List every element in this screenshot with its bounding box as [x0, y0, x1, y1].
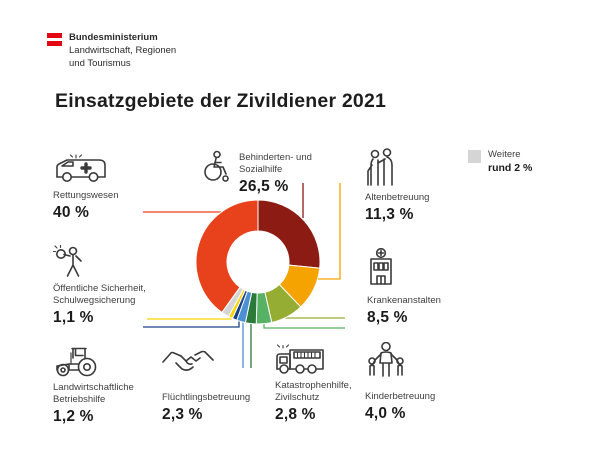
callout-kinderbetreuung: Kinderbetreuung 4,0 %	[365, 342, 435, 422]
callout-value: 1,2 %	[53, 408, 94, 425]
callout-label: Altenbetreuung	[365, 192, 430, 203]
callout-label-line2: Schulwegsicherung	[53, 295, 136, 306]
callout-value: 26,5 %	[239, 178, 289, 195]
callout-behindertenhilfe: Behinderten- und Sozialhilfe 26,5 %	[200, 150, 312, 195]
donut-slice-9	[195, 199, 259, 314]
callout-label: Kinderbetreuung	[365, 391, 436, 402]
department-line1: Landwirtschaft, Regionen	[69, 45, 177, 56]
connector-line-1	[318, 183, 341, 280]
callout-label-line2: Betriebshilfe	[53, 394, 106, 405]
callout-label-line2: Zivilschutz	[275, 392, 320, 403]
callout-oeffentliche-sicherheit: Öffentliche Sicherheit, Schulwegsicherun…	[53, 245, 146, 326]
callout-label: Rettungswesen	[53, 190, 119, 201]
flag-stripe-white	[47, 37, 62, 42]
page-title: Einsatzgebiete der Zivildiener 2021	[55, 90, 387, 112]
callout-fluechtlingsbetreuung: Flüchtlingsbetreuung 2,3 %	[162, 348, 250, 423]
callout-value: 4,0 %	[365, 405, 406, 422]
callout-value: 8,5 %	[367, 309, 408, 326]
elderly-care-icon	[365, 148, 429, 188]
wheelchair-icon	[200, 150, 232, 195]
callout-label: Krankenanstalten	[367, 295, 441, 306]
legend-label: Weitere	[488, 149, 521, 160]
donut-slice-0	[257, 199, 321, 269]
firetruck-icon	[275, 343, 352, 375]
connector-line-6	[143, 319, 240, 328]
connector-line-7	[147, 316, 232, 320]
callout-krankenanstalten: Krankenanstalten 8,5 %	[367, 248, 441, 326]
legend-weitere: Weitere rund 2 %	[468, 149, 532, 174]
callout-label: Öffentliche Sicherheit,	[53, 283, 146, 294]
weitere-swatch-icon	[468, 150, 481, 163]
flag-stripe-red	[47, 41, 62, 47]
callout-value: 2,3 %	[162, 406, 203, 423]
callout-value: 2,8 %	[275, 406, 316, 423]
hospital-icon	[367, 248, 441, 285]
callout-value: 40 %	[53, 204, 90, 221]
callout-label-line2: Sozialhilfe	[239, 164, 283, 175]
connector-line-3	[263, 321, 345, 329]
legend-value: rund 2 %	[488, 162, 533, 174]
callout-landwirtschaft: Landwirtschaftliche Betriebshilfe 1,2 %	[53, 341, 134, 425]
callout-rettungswesen: Rettungswesen 40 %	[53, 153, 118, 221]
callout-value: 11,3 %	[365, 206, 414, 223]
ministry-name: Bundesministerium	[69, 32, 158, 43]
donut-slices	[195, 199, 321, 325]
flag-stripe-red	[47, 33, 62, 38]
callout-label: Landwirtschaftliche	[53, 382, 134, 393]
callout-label: Flüchtlingsbetreuung	[162, 392, 251, 403]
department-line2: und Tourismus	[69, 58, 131, 69]
austria-flag-icon	[47, 33, 62, 47]
ambulance-icon	[53, 153, 118, 185]
ministry-logo: Bundesministerium Landwirtschaft, Region…	[47, 31, 176, 70]
ministry-text: Bundesministerium Landwirtschaft, Region…	[69, 31, 176, 70]
callout-katastrophenhilfe: Katastrophenhilfe, Zivilschutz 2,8 %	[275, 343, 352, 423]
tractor-icon	[53, 341, 134, 377]
callout-label: Katastrophenhilfe,	[275, 380, 352, 391]
callout-label: Behinderten- und	[239, 152, 312, 163]
callout-value: 1,1 %	[53, 309, 94, 326]
crossing-guard-icon	[53, 245, 146, 278]
handshake-icon	[162, 348, 250, 375]
childcare-icon	[365, 342, 435, 378]
callout-altenbetreuung: Altenbetreuung 11,3 %	[365, 148, 429, 223]
